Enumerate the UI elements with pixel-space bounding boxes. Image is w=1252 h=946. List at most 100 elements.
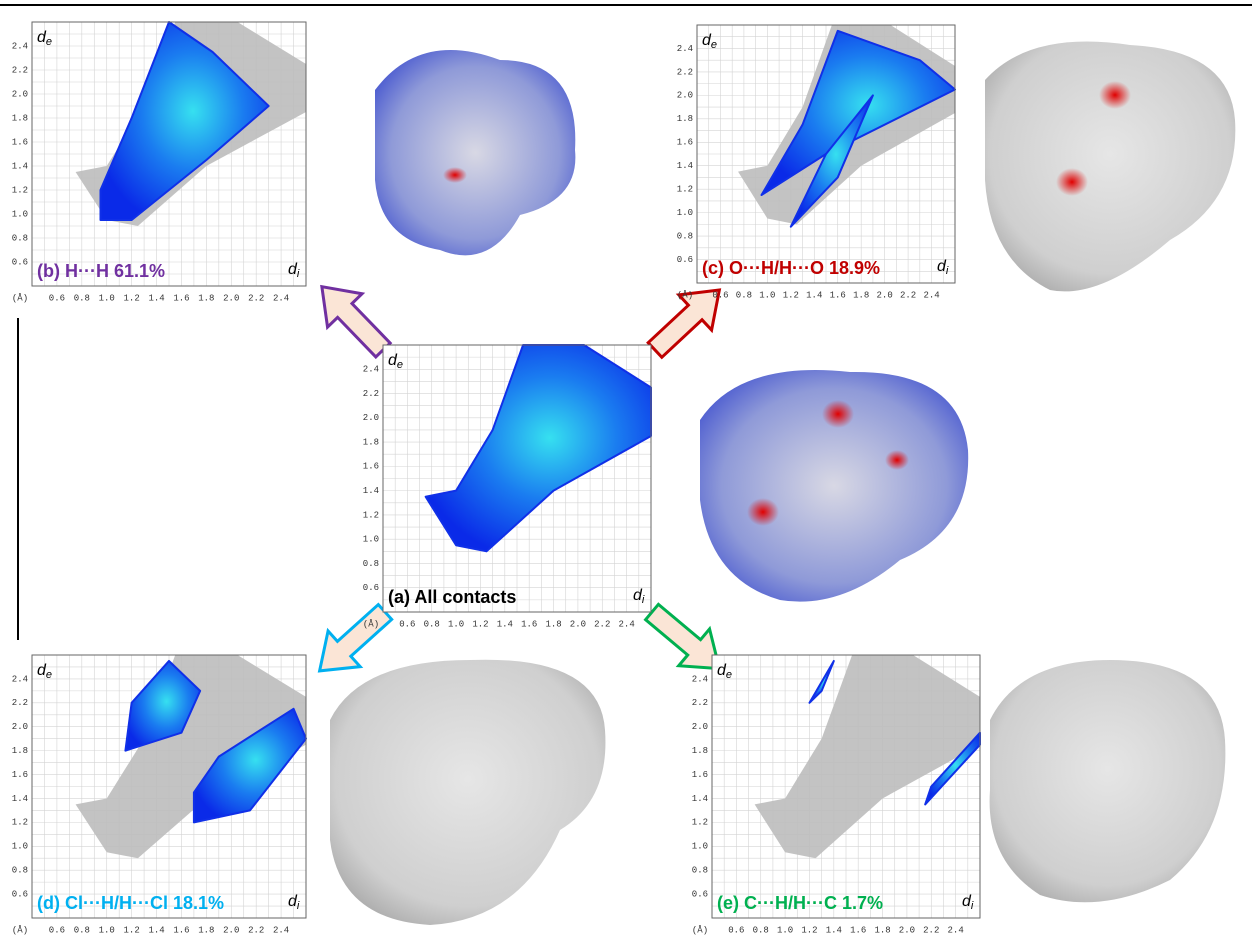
- arrows: [317, 284, 722, 673]
- x-tick-label: 1.2: [124, 293, 140, 303]
- x-tick-label: 2.4: [273, 925, 289, 935]
- y-tick-label: 2.0: [12, 89, 28, 99]
- fingerprint-panel: 0.6 0.6 0.8 0.8 1.0 1.0 1.2 1.2 1.4 1.4 1.6 1.6 1.8 1…: [677, 24, 956, 300]
- axis-label-main: d: [288, 261, 298, 278]
- surface-e: [989, 660, 1226, 903]
- y-tick-label: 1.0: [12, 209, 28, 219]
- x-tick-label: 1.2: [783, 290, 799, 300]
- spot: [747, 498, 779, 526]
- all-contacts-cloud: [75, 655, 306, 859]
- y-tick-label: 2.4: [12, 674, 28, 684]
- y-tick-label: 1.6: [12, 770, 28, 780]
- y-tick-label: 2.0: [692, 722, 708, 732]
- molecules: [330, 41, 1236, 925]
- y-tick-label: 1.8: [12, 113, 28, 123]
- y-tick-label: 2.0: [677, 91, 693, 101]
- axis-label-sub: i: [297, 900, 300, 912]
- y-tick-label: 2.0: [363, 413, 379, 423]
- panel-label: (e) C···H/H···C 1.7%: [717, 893, 883, 913]
- y-tick-label: 1.8: [363, 437, 379, 447]
- y-tick-label: 1.0: [677, 208, 693, 218]
- arrow-e: [643, 602, 722, 671]
- y-tick-label: 1.8: [692, 746, 708, 756]
- x-tick-label: 2.2: [248, 293, 264, 303]
- y-tick-label: 2.2: [12, 65, 28, 75]
- x-tick-label: 0.6: [712, 290, 728, 300]
- x-tick-label: 0.6: [399, 619, 415, 629]
- y-tick-label: 1.2: [363, 510, 379, 520]
- axis-label-sub: e: [46, 669, 52, 681]
- axis-label-main: d: [388, 352, 398, 369]
- spot: [885, 450, 909, 470]
- axis-label-main: d: [717, 662, 727, 679]
- unit-label: (Å): [12, 924, 28, 935]
- x-tick-label: 0.8: [753, 925, 769, 935]
- x-tick-label: 1.8: [198, 925, 214, 935]
- y-tick-label: 0.6: [692, 889, 708, 899]
- y-tick-label: 0.8: [692, 866, 708, 876]
- x-tick-label: 1.4: [806, 290, 822, 300]
- fingerprint-panel: 0.6 0.6 0.8 0.8 1.0 1.0 1.2 1.2 1.4 1.4 1.6 1.6 1.8 1…: [692, 654, 981, 935]
- plot-frame: [31, 21, 307, 287]
- panel-label: (a) All contacts: [388, 587, 516, 607]
- x-tick-label: 2.2: [248, 925, 264, 935]
- axis-label-main: d: [937, 258, 947, 275]
- x-tick-label: 2.2: [900, 290, 916, 300]
- x-tick-label: 1.8: [545, 619, 561, 629]
- x-axis-label: di: [633, 587, 645, 606]
- surface-a: [700, 370, 969, 602]
- y-tick-label: 1.6: [692, 770, 708, 780]
- fingerprint-panel: 0.6 0.6 0.8 0.8 1.0 1.0 1.2 1.2 1.4 1.4 1.6 1.6 1.8 1…: [12, 21, 307, 303]
- y-tick-label: 2.2: [363, 389, 379, 399]
- x-tick-label: 0.6: [49, 925, 65, 935]
- y-tick-label: 1.4: [12, 161, 28, 171]
- x-axis-label: di: [288, 893, 300, 912]
- surface-c: [985, 41, 1236, 292]
- x-tick-label: 1.2: [801, 925, 817, 935]
- axis-label-sub: e: [726, 669, 732, 681]
- x-tick-label: 2.2: [923, 925, 939, 935]
- y-tick-label: 2.2: [677, 67, 693, 77]
- y-tick-label: 1.0: [692, 842, 708, 852]
- y-tick-label: 2.4: [677, 44, 693, 54]
- x-tick-label: 1.2: [472, 619, 488, 629]
- y-tick-label: 0.6: [12, 257, 28, 267]
- spot: [443, 167, 467, 183]
- x-tick-label: 0.8: [74, 293, 90, 303]
- x-tick-label: 1.4: [826, 925, 842, 935]
- fingerprint-panel: 0.6 0.6 0.8 0.8 1.0 1.0 1.2 1.2 1.4 1.4 1.6 1.6 1.8 1…: [12, 654, 307, 935]
- contact-cloud: [789, 94, 874, 228]
- panel-label: (c) O···H/H···O 18.9%: [702, 258, 880, 278]
- arrow-d: [317, 602, 394, 673]
- x-tick-label: 1.6: [830, 290, 846, 300]
- x-tick-label: 2.0: [877, 290, 893, 300]
- y-tick-label: 1.8: [12, 746, 28, 756]
- x-axis-label: di: [288, 261, 300, 280]
- y-tick-label: 0.8: [677, 231, 693, 241]
- y-axis-label: de: [37, 662, 52, 681]
- y-tick-label: 1.2: [12, 185, 28, 195]
- x-tick-label: 2.0: [223, 925, 239, 935]
- x-tick-label: 2.0: [223, 293, 239, 303]
- contact-cloud: [808, 659, 835, 704]
- y-tick-label: 0.6: [363, 583, 379, 593]
- spot: [1099, 81, 1131, 109]
- arrow-c: [646, 288, 722, 360]
- x-axis-label: di: [962, 893, 974, 912]
- contact-cloud: [99, 21, 270, 221]
- plot-frame: [382, 344, 652, 613]
- unit-label: (Å): [12, 292, 28, 303]
- x-tick-label: 1.4: [148, 293, 164, 303]
- y-axis-label: de: [37, 29, 52, 48]
- y-tick-label: 1.2: [692, 818, 708, 828]
- y-tick-label: 1.6: [12, 137, 28, 147]
- panel-label: (d) Cl···H/H···Cl 18.1%: [37, 893, 224, 913]
- unit-label: (Å): [677, 289, 693, 300]
- y-tick-label: 1.6: [677, 138, 693, 148]
- x-tick-label: 2.4: [948, 925, 964, 935]
- y-tick-label: 2.4: [12, 41, 28, 51]
- x-tick-label: 0.6: [728, 925, 744, 935]
- x-tick-label: 1.8: [874, 925, 890, 935]
- x-tick-label: 1.8: [853, 290, 869, 300]
